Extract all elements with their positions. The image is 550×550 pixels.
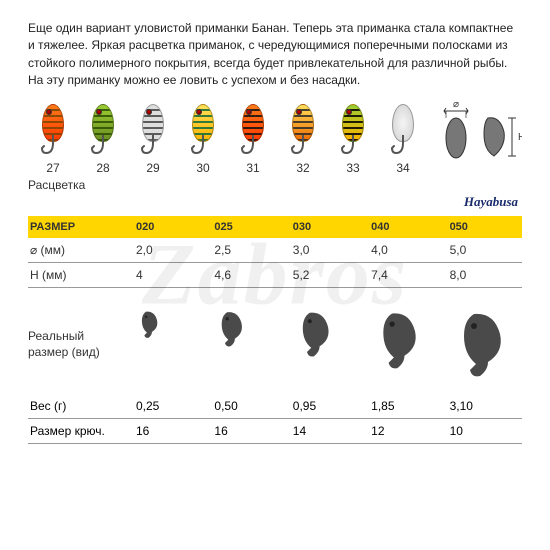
size-col: 040 — [365, 216, 443, 238]
description-text: Еще один вариант уловистой приманки Бана… — [28, 20, 522, 90]
size-col: 025 — [208, 216, 286, 238]
row-value: 3,10 — [444, 394, 522, 419]
height-symbol: H — [518, 132, 522, 143]
size-diagram: ⌀ H — [432, 98, 522, 170]
spec-value: 5,0 — [444, 238, 522, 263]
lure-number: 31 — [246, 161, 259, 175]
hook-icon — [141, 135, 165, 157]
real-size-label: Реальныйразмер (вид) — [28, 329, 130, 360]
silhouette — [208, 310, 286, 380]
lure-swatch: 27 — [28, 104, 78, 175]
hook-icon — [191, 135, 215, 157]
product-sheet: Еще один вариант уловистой приманки Бана… — [0, 0, 550, 454]
row-value: 0,50 — [208, 394, 286, 419]
row-label: Размер крюч. — [28, 418, 130, 443]
lure-number: 33 — [346, 161, 359, 175]
size-col: 020 — [130, 216, 208, 238]
hook-icon — [291, 135, 315, 157]
hook-icon — [241, 135, 265, 157]
spec-table: РАЗМЕР020025030040050 ⌀ (мм)2,02,53,04,0… — [28, 216, 522, 288]
spec-label: H (мм) — [28, 262, 130, 287]
spec-value: 4,0 — [365, 238, 443, 263]
silhouette — [444, 310, 522, 380]
size-header: РАЗМЕР — [28, 216, 130, 238]
real-size-row: Реальныйразмер (вид) — [28, 310, 522, 380]
row-value: 0,25 — [130, 394, 208, 419]
lure-swatch: 34 — [378, 104, 428, 175]
silhouette — [130, 310, 208, 380]
lure-number: 29 — [146, 161, 159, 175]
hook-icon — [91, 135, 115, 157]
lure-number: 30 — [196, 161, 209, 175]
spec-value: 3,0 — [287, 238, 365, 263]
row-value: 16 — [130, 418, 208, 443]
row-value: 1,85 — [365, 394, 443, 419]
lure-swatch: 30 — [178, 104, 228, 175]
spec-value: 2,0 — [130, 238, 208, 263]
lure-number: 28 — [96, 161, 109, 175]
color-scheme-label: Расцветка — [28, 178, 522, 192]
weight-hook-table: Вес (г)0,250,500,951,853,10Размер крюч.1… — [28, 394, 522, 444]
spec-label: ⌀ (мм) — [28, 238, 130, 263]
spec-value: 8,0 — [444, 262, 522, 287]
silhouette — [287, 310, 365, 380]
brand-logo: Hayabusa — [28, 194, 518, 210]
lure-swatch: 31 — [228, 104, 278, 175]
lure-number: 34 — [396, 161, 409, 175]
lure-swatch: 29 — [128, 104, 178, 175]
lure-number: 27 — [46, 161, 59, 175]
lure-swatch: 33 — [328, 104, 378, 175]
spec-value: 7,4 — [365, 262, 443, 287]
row-value: 14 — [287, 418, 365, 443]
spec-value: 2,5 — [208, 238, 286, 263]
hook-icon — [41, 135, 65, 157]
hook-icon — [391, 135, 415, 157]
hook-icon — [341, 135, 365, 157]
row-value: 10 — [444, 418, 522, 443]
diameter-symbol: ⌀ — [453, 99, 459, 110]
row-value: 16 — [208, 418, 286, 443]
spec-value: 4,6 — [208, 262, 286, 287]
row-value: 0,95 — [287, 394, 365, 419]
silhouette — [365, 310, 443, 380]
spec-value: 5,2 — [287, 262, 365, 287]
lure-swatch: 32 — [278, 104, 328, 175]
size-col: 030 — [287, 216, 365, 238]
lure-number: 32 — [296, 161, 309, 175]
row-label: Вес (г) — [28, 394, 130, 419]
row-value: 12 — [365, 418, 443, 443]
lure-swatch: 28 — [78, 104, 128, 175]
size-col: 050 — [444, 216, 522, 238]
spec-value: 4 — [130, 262, 208, 287]
lure-color-swatches: 2728293031323334 ⌀ H — [28, 104, 522, 175]
